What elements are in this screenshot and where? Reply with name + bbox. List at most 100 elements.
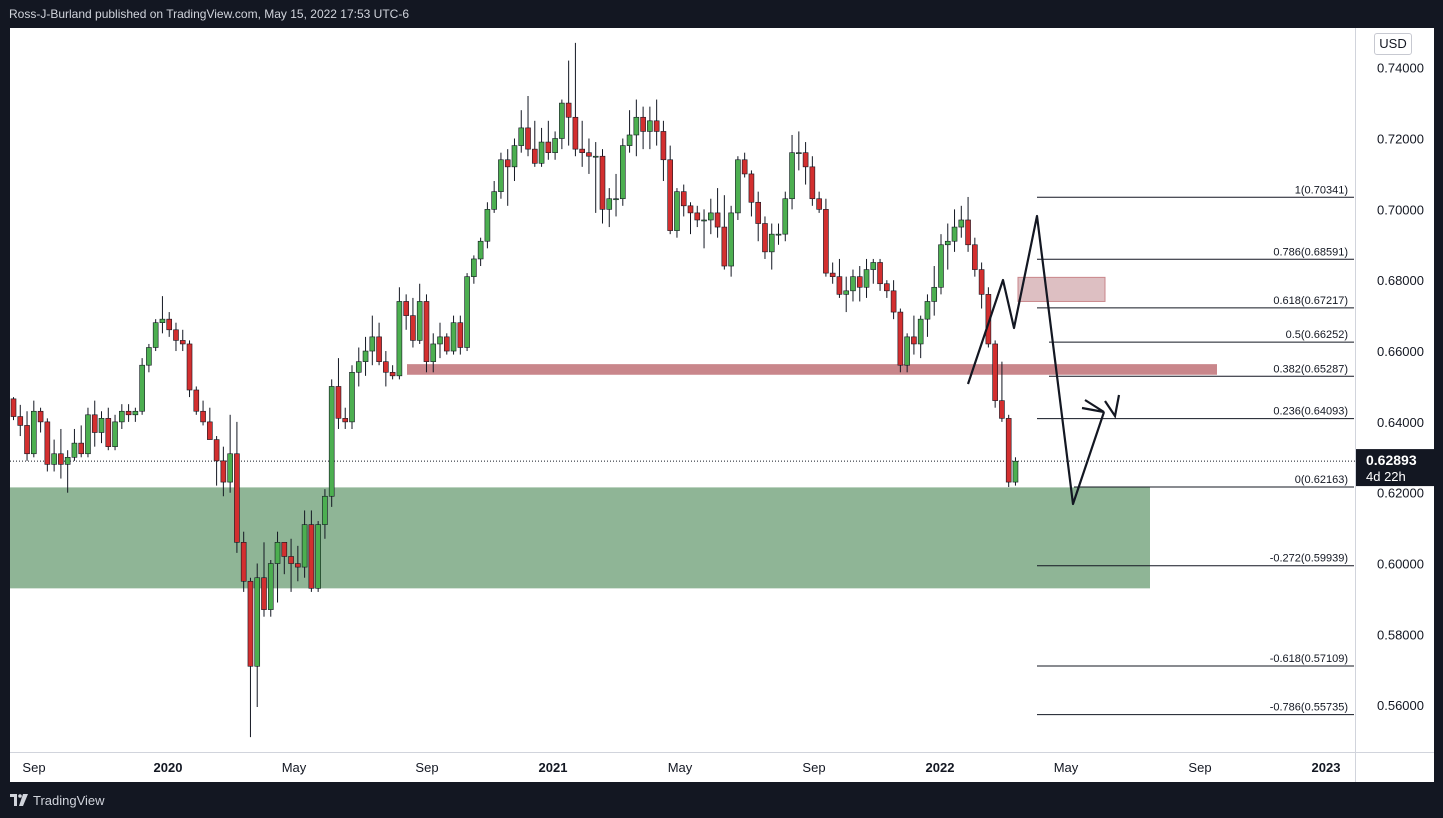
axis-corner bbox=[1355, 752, 1434, 782]
candle bbox=[369, 315, 376, 366]
candle bbox=[653, 99, 660, 146]
candle-body-up bbox=[139, 364, 145, 412]
candle bbox=[78, 425, 84, 458]
support-zone bbox=[10, 487, 1150, 589]
price-tick-label: 0.64000 bbox=[1377, 415, 1424, 430]
candle-body-up bbox=[477, 240, 484, 260]
candle-body-up bbox=[437, 336, 443, 345]
candle bbox=[491, 181, 497, 213]
candle bbox=[538, 127, 545, 167]
candle-body-down bbox=[599, 155, 606, 210]
candle-body-up bbox=[450, 322, 457, 352]
candle-body-down bbox=[200, 410, 206, 423]
time-tick-label: 2022 bbox=[926, 760, 955, 775]
candle bbox=[389, 365, 396, 380]
candle-body-up bbox=[152, 322, 159, 348]
candle-body-down bbox=[856, 276, 863, 288]
candle-body-down bbox=[193, 389, 200, 412]
candle-body-up bbox=[592, 155, 599, 158]
candle-body-down bbox=[247, 580, 254, 667]
candle-body-down bbox=[179, 340, 186, 345]
candle bbox=[606, 188, 613, 228]
candle bbox=[416, 283, 423, 344]
candle-body-up bbox=[349, 371, 355, 423]
candle-body-up bbox=[701, 219, 707, 222]
candle bbox=[139, 358, 145, 415]
fib-label: -0.618(0.57109) bbox=[1270, 653, 1348, 665]
pattern-arrowhead bbox=[1081, 399, 1105, 414]
candle bbox=[579, 120, 585, 167]
candle bbox=[44, 418, 51, 472]
candle-body-up bbox=[274, 542, 281, 564]
candle bbox=[599, 149, 606, 224]
candle-body-up bbox=[633, 116, 640, 136]
candle bbox=[843, 276, 850, 313]
candle bbox=[667, 145, 673, 235]
candle bbox=[978, 262, 985, 309]
candle-body-down bbox=[213, 439, 220, 462]
fib-label: 0.236(0.64093) bbox=[1273, 406, 1348, 418]
candle bbox=[694, 205, 701, 228]
candle bbox=[464, 273, 470, 352]
candle bbox=[965, 196, 971, 252]
price-axis[interactable]: 0.74000 0.72000 0.70000 0.68000 0.66000 0.640… bbox=[1355, 28, 1435, 752]
candle bbox=[85, 407, 91, 458]
time-axis-scale: Sep 2020 May Sep 2021 May Sep 2022 May Sep 2023 bbox=[22, 760, 1340, 775]
candle-body-up bbox=[498, 159, 504, 192]
candle bbox=[335, 358, 342, 429]
candle-body-up bbox=[254, 577, 261, 667]
fib-label: 0.618(0.67217) bbox=[1273, 295, 1348, 307]
candle bbox=[186, 340, 193, 398]
candle bbox=[1005, 414, 1012, 488]
chart-pane[interactable]: 1(0.70341) 0.786(0.68591) 0.618(0.67217) 0.… bbox=[10, 28, 1355, 752]
price-tick-label: 0.72000 bbox=[1377, 132, 1424, 147]
candle-body-down bbox=[410, 315, 416, 341]
candle-body-down bbox=[816, 198, 822, 210]
currency-badge[interactable]: USD bbox=[1374, 33, 1412, 55]
candle bbox=[592, 142, 599, 213]
candle bbox=[31, 400, 37, 458]
candlestick-chart[interactable]: 1(0.70341) 0.786(0.68591) 0.618(0.67217) 0.… bbox=[10, 28, 1355, 752]
candle bbox=[572, 42, 579, 157]
candle-body-up bbox=[315, 524, 321, 589]
candle bbox=[531, 120, 538, 167]
candle-body-down bbox=[999, 400, 1005, 419]
candle bbox=[288, 538, 294, 592]
candle bbox=[240, 531, 247, 592]
candle bbox=[748, 170, 755, 217]
footer-bar: TradingView bbox=[0, 782, 1443, 818]
candle bbox=[247, 577, 254, 738]
candle bbox=[51, 439, 57, 472]
time-tick-label: Sep bbox=[415, 760, 438, 775]
time-axis[interactable]: Sep 2020 May Sep 2021 May Sep 2022 May Sep 2023 bbox=[10, 752, 1355, 782]
candle bbox=[972, 237, 978, 277]
candle bbox=[234, 421, 240, 553]
candle bbox=[613, 173, 619, 217]
candle bbox=[403, 294, 409, 330]
candle-body-up bbox=[619, 145, 626, 200]
candle-body-up bbox=[958, 219, 965, 228]
candle-body-down bbox=[836, 276, 843, 295]
candle bbox=[680, 184, 687, 217]
candle-body-up bbox=[708, 212, 714, 221]
candle bbox=[559, 99, 565, 150]
candle bbox=[999, 361, 1005, 422]
candle bbox=[112, 414, 118, 451]
candle-body-up bbox=[464, 276, 470, 348]
candle bbox=[437, 322, 443, 359]
price-axis-scale: 0.74000 0.72000 0.70000 0.68000 0.66000 0.640… bbox=[1356, 61, 1435, 713]
candle-body-down bbox=[992, 343, 998, 401]
candle bbox=[328, 379, 335, 507]
fib-label: -0.272(0.59939) bbox=[1270, 553, 1348, 565]
candle bbox=[802, 142, 809, 185]
candle-body-down bbox=[240, 542, 247, 582]
candle-body-up bbox=[768, 233, 775, 253]
candle-body-up bbox=[917, 318, 924, 345]
candle bbox=[24, 411, 30, 461]
candle bbox=[281, 542, 288, 575]
candle-body-up bbox=[735, 159, 741, 214]
candle bbox=[274, 531, 281, 603]
candle bbox=[355, 347, 362, 387]
candle bbox=[450, 315, 457, 355]
candle-body-down bbox=[457, 322, 464, 348]
